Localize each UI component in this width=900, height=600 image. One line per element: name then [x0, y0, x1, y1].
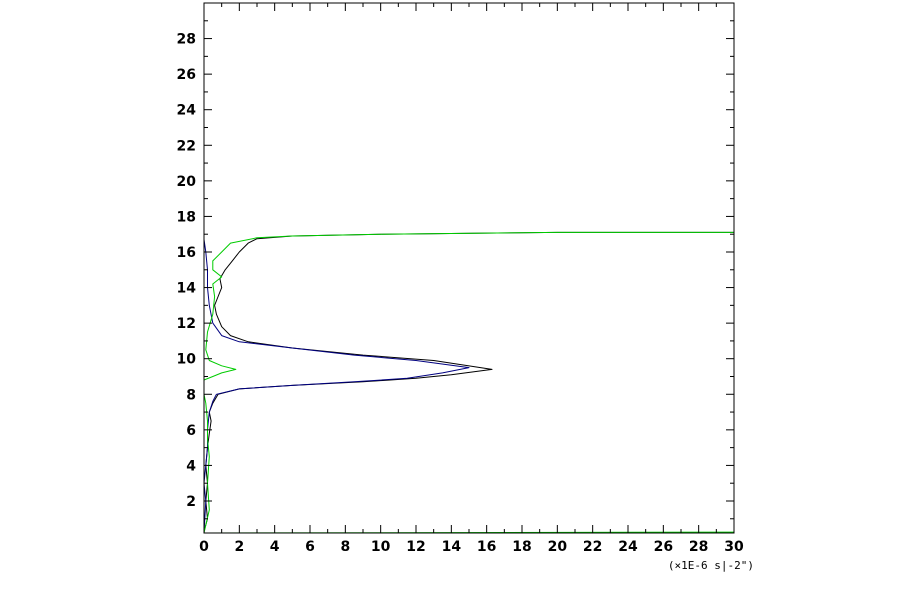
series-line-1	[203, 231, 734, 532]
y-tick-label: 14	[177, 281, 197, 297]
x-tick-label: 2	[234, 539, 244, 555]
x-tick-label: 16	[477, 539, 496, 555]
x-tick-label: 18	[512, 539, 531, 555]
x-tick-label: 30	[724, 539, 744, 555]
x-tick-label: 26	[654, 539, 673, 555]
series-line-2	[203, 239, 470, 534]
y-tick-label: 28	[177, 32, 196, 48]
y-tick-label: 18	[177, 209, 196, 225]
x-tick-label: 8	[340, 539, 350, 555]
y-tick-label: 16	[177, 245, 196, 261]
y-tick-label: 6	[186, 423, 196, 439]
x-tick-label: 12	[406, 539, 425, 555]
x-tick-label: 0	[199, 539, 209, 555]
y-tick-label: 22	[177, 138, 196, 154]
y-tick-label: 12	[177, 316, 196, 332]
axis-tick-labels: 0 2 4 6 8 10 12 14 16 18 20 22 24 26 28 302468101214161…	[177, 32, 744, 555]
y-tick-label: 24	[177, 103, 197, 119]
x-tick-label: 28	[689, 539, 708, 555]
x-tick-label: 10	[371, 539, 391, 555]
axis-ticks	[203, 3, 735, 533]
y-tick-label: 2	[186, 494, 196, 510]
x-tick-label: 24	[618, 539, 638, 555]
x-tick-label: 20	[548, 539, 568, 555]
plot-frame	[203, 2, 735, 534]
x-axis-unit-label: (×1E-6 s|-2")	[668, 559, 754, 572]
y-tick-label: 20	[177, 174, 197, 190]
y-tick-label: 8	[186, 387, 196, 403]
x-tick-label: 14	[442, 539, 462, 555]
y-tick-label: 26	[177, 67, 196, 83]
y-tick-label: 10	[177, 352, 197, 368]
series-line-3	[203, 231, 734, 534]
y-tick-label: 4	[186, 458, 196, 474]
series-lines	[203, 231, 735, 534]
x-tick-label: 22	[583, 539, 602, 555]
x-tick-label: 4	[270, 539, 280, 555]
x-tick-label: 6	[305, 539, 315, 555]
